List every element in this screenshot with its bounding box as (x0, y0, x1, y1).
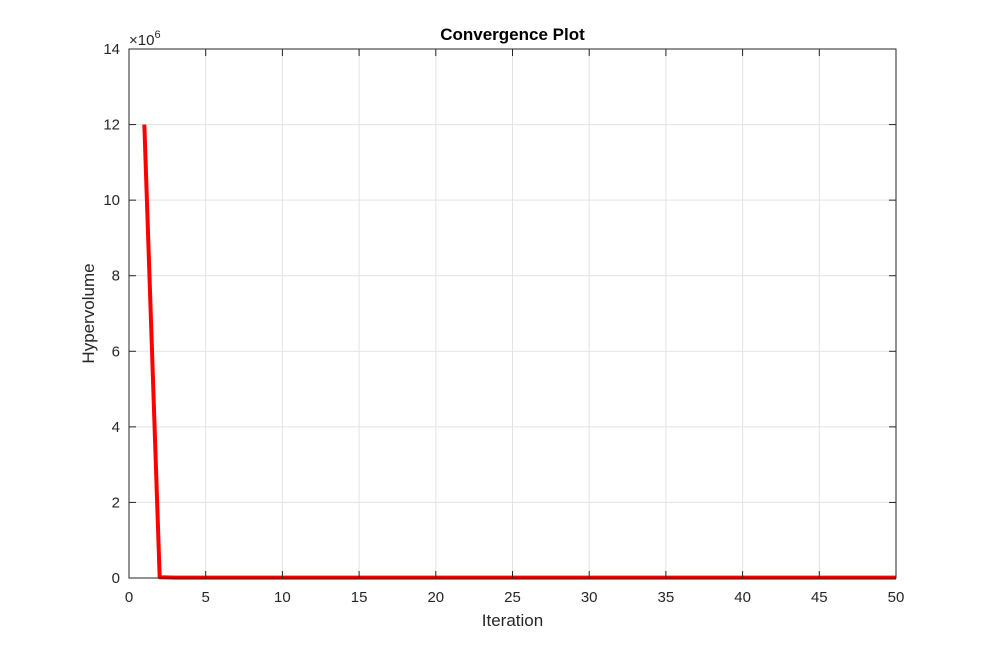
y-tick-label: 2 (112, 494, 120, 511)
x-tick-label: 5 (202, 589, 210, 606)
grid (129, 49, 896, 578)
x-tick-label: 30 (581, 589, 598, 606)
y-tick-label: 4 (112, 419, 120, 436)
x-tick-label: 40 (734, 589, 751, 606)
y-exponent-power: 6 (154, 29, 160, 41)
y-exponent-label: ×106 (129, 29, 161, 49)
x-tick-label: 50 (888, 589, 905, 606)
x-tick-label: 10 (274, 589, 291, 606)
x-tick-label: 20 (427, 589, 444, 606)
x-tick-label: 15 (351, 589, 368, 606)
y-tick-label: 0 (112, 570, 120, 587)
x-tick-label: 35 (658, 589, 675, 606)
y-tick-label: 12 (103, 117, 120, 134)
ticks: 0 5 10 15 20 25 30 35 40 45 50 0 2 4 6 8 10 12 14 (103, 41, 904, 606)
x-axis-label: Iteration (482, 611, 543, 630)
y-tick-label: 10 (103, 192, 120, 209)
x-tick-label: 0 (125, 589, 133, 606)
y-tick-label: 8 (112, 268, 120, 285)
x-tick-label: 25 (504, 589, 521, 606)
y-tick-label: 6 (112, 343, 120, 360)
y-exponent-base: ×10 (129, 32, 154, 49)
y-axis-label: Hypervolume (79, 263, 98, 363)
chart-title: Convergence Plot (440, 25, 585, 44)
y-tick-label: 14 (103, 41, 120, 58)
x-tick-label: 45 (811, 589, 828, 606)
